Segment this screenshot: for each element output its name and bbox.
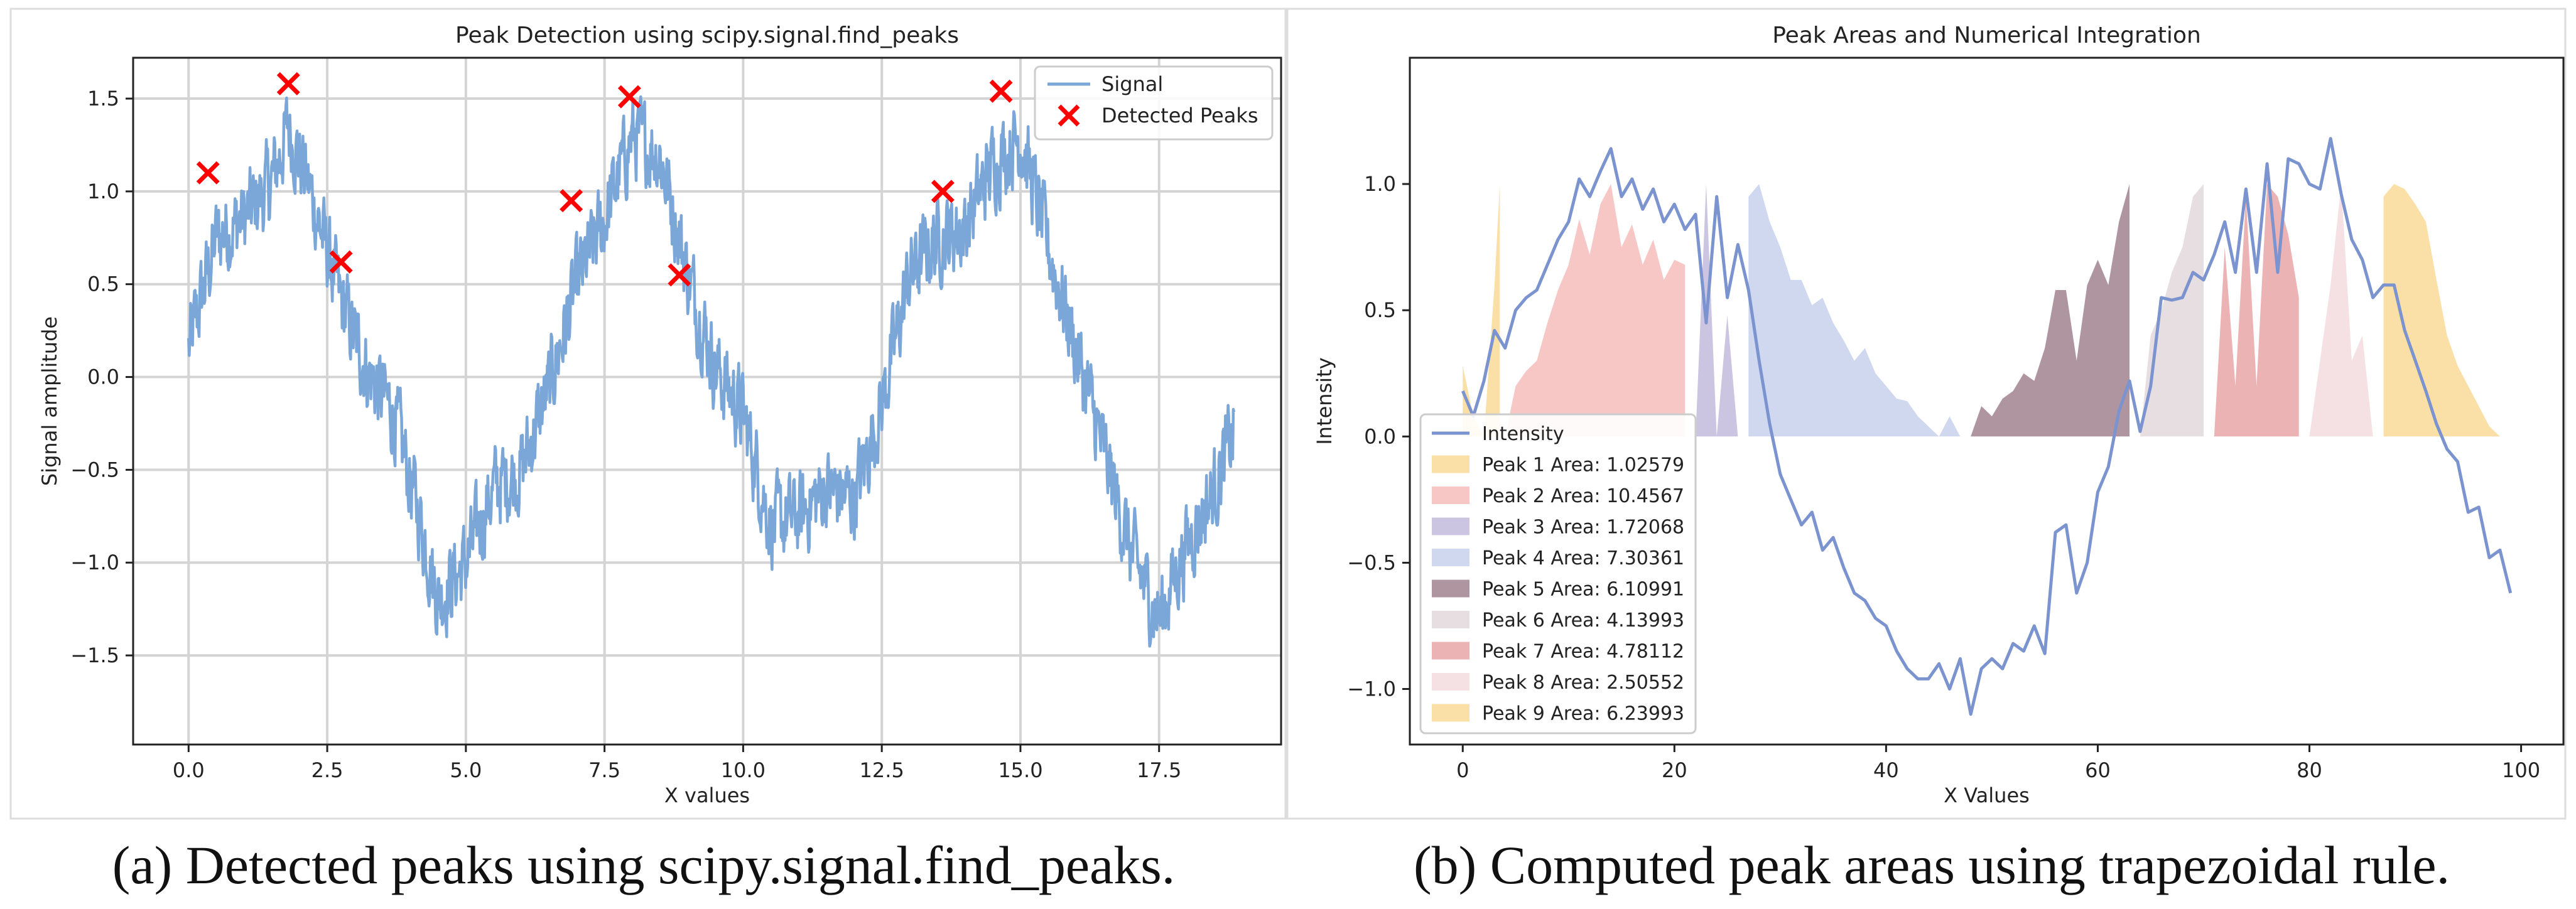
caption-a: (a) Detected peaks using scipy.signal.fi… [112, 835, 1176, 895]
peak-marker-stroke [989, 79, 1013, 103]
peak-marker [668, 263, 691, 287]
legend-peak-label: Peak 3 Area: 1.72068 [1482, 517, 1684, 539]
y-tick-label: −1.0 [70, 551, 119, 574]
peak-area-9 [2383, 184, 2500, 437]
chart-a-xlabel: X values [664, 783, 750, 807]
chart-a-title: Peak Detection using scipy.signal.find_p… [455, 23, 959, 48]
peak-marker-stroke [329, 250, 353, 274]
legend-peak-label: Peak 9 Area: 6.23993 [1482, 703, 1684, 725]
peak-area-6 [2140, 184, 2204, 437]
legend-peak-swatch [1432, 549, 1469, 566]
peak-area-5 [1971, 184, 2130, 437]
panel-a-frame [9, 8, 1287, 820]
legend-b: Intensity Peak 1 Area: 1.02579 Peak 2 Area… [1419, 413, 1697, 734]
peak-marker-stroke [617, 85, 641, 109]
legend-peaks-label: Detected Peaks [1101, 104, 1258, 127]
peak-area-3 [1696, 184, 1738, 437]
legend-a: Signal Detected Peaks [1034, 65, 1274, 141]
peak-area-4 [1748, 184, 1961, 437]
signal-line [187, 95, 1236, 648]
legend-peak-label: Peak 1 Area: 1.02579 [1482, 455, 1684, 476]
legend-intensity-label: Intensity [1482, 423, 1564, 445]
chart-b: 0 20 40 60 80 100 −1.0 −0.5 0.0 0.5 1.0 Peak Areas … [1312, 23, 2565, 807]
peak-marker [329, 250, 353, 274]
x-tick-label: 2.5 [311, 758, 344, 782]
legend-peak-swatch [1432, 673, 1469, 691]
y-tick-label: 0.0 [1364, 424, 1396, 448]
peak-marker [931, 180, 955, 203]
caption-b: (b) Computed peak areas using trapezoida… [1413, 835, 2450, 895]
chart-b-ylabel: Intensity [1312, 357, 1336, 444]
x-tick-label: 0 [1456, 758, 1469, 782]
chart-a-ylabel: Signal amplitude [38, 316, 62, 486]
legend-peak-swatch [1432, 579, 1469, 598]
peak-marker-stroke [931, 180, 955, 203]
x-tick-label: 20 [1662, 758, 1687, 782]
axes-frame [1409, 56, 2565, 746]
peak-marker-stroke [196, 161, 220, 185]
y-tick-label: 0.0 [87, 365, 119, 389]
y-tick-label: 1.0 [1364, 172, 1396, 196]
x-tick-label: 0.0 [173, 758, 205, 782]
peak-marker [276, 72, 300, 95]
intensity-line [1461, 137, 2513, 716]
peak-area-1 [1463, 184, 1500, 437]
y-tick-label: −1.5 [70, 643, 119, 667]
legend-peak-swatch [1432, 611, 1469, 628]
peak-area-7 [2214, 184, 2299, 437]
legend-peak-label: Peak 4 Area: 7.30361 [1482, 547, 1684, 569]
peak-marker [196, 161, 220, 185]
peak-area-2 [1505, 184, 1686, 437]
peak-marker [560, 189, 583, 213]
peak-marker-stroke [668, 263, 691, 287]
legend-b-frame [1419, 413, 1697, 734]
x-tick-label: 10.0 [721, 758, 766, 782]
legend-peak-swatch [1432, 487, 1469, 504]
peak-marker-stroke [560, 189, 583, 213]
legend-peak-label: Peak 6 Area: 4.13993 [1482, 610, 1684, 632]
y-tick-label: 1.0 [87, 180, 119, 203]
panel-b-frame [1286, 8, 2567, 820]
y-tick-label: −1.0 [1347, 677, 1396, 701]
y-tick-label: 1.5 [87, 87, 119, 110]
peak-marker [989, 79, 1013, 103]
legend-peak-swatch [1432, 704, 1469, 722]
y-tick-label: 0.5 [1364, 298, 1396, 322]
x-tick-label: 12.5 [860, 758, 904, 782]
x-tick-label: 7.5 [588, 758, 620, 782]
legend-peak-label: Peak 7 Area: 4.78112 [1482, 641, 1684, 663]
x-tick-label: 15.0 [998, 758, 1042, 782]
legend-peak-swatch [1432, 642, 1469, 660]
x-tick-label: 100 [2502, 758, 2540, 782]
peak-marker [617, 85, 641, 109]
peak-marker-stroke [276, 72, 300, 95]
x-tick-label: 80 [2297, 758, 2322, 782]
legend-peak-swatch [1432, 517, 1469, 535]
chart-b-xlabel: X Values [1944, 783, 2030, 807]
y-tick-label: 0.5 [87, 272, 119, 296]
legend-peak-swatch [1432, 455, 1469, 473]
legend-signal-label: Signal [1101, 72, 1163, 96]
legend-peak-label: Peak 2 Area: 10.4567 [1482, 485, 1684, 507]
peak-area-8 [2309, 184, 2373, 437]
legend-peak-label: Peak 8 Area: 2.50552 [1482, 672, 1684, 694]
y-tick-label: −0.5 [70, 458, 119, 481]
legend-a-frame [1034, 65, 1274, 141]
y-tick-label: −0.5 [1347, 551, 1396, 574]
chart-b-title: Peak Areas and Numerical Integration [1772, 23, 2201, 48]
chart-a: 0.0 2.5 5.0 7.5 10.0 12.5 15.0 17.5 −1.5 −1.0 −0.5… [38, 23, 1282, 807]
legend-peaks-swatch [1058, 104, 1080, 127]
x-tick-label: 40 [1873, 758, 1899, 782]
legend-peak-label: Peak 5 Area: 6.10991 [1482, 579, 1684, 601]
axes-frame [132, 56, 1282, 746]
x-tick-label: 5.0 [450, 758, 482, 782]
x-tick-label: 60 [2085, 758, 2111, 782]
x-tick-label: 17.5 [1137, 758, 1181, 782]
